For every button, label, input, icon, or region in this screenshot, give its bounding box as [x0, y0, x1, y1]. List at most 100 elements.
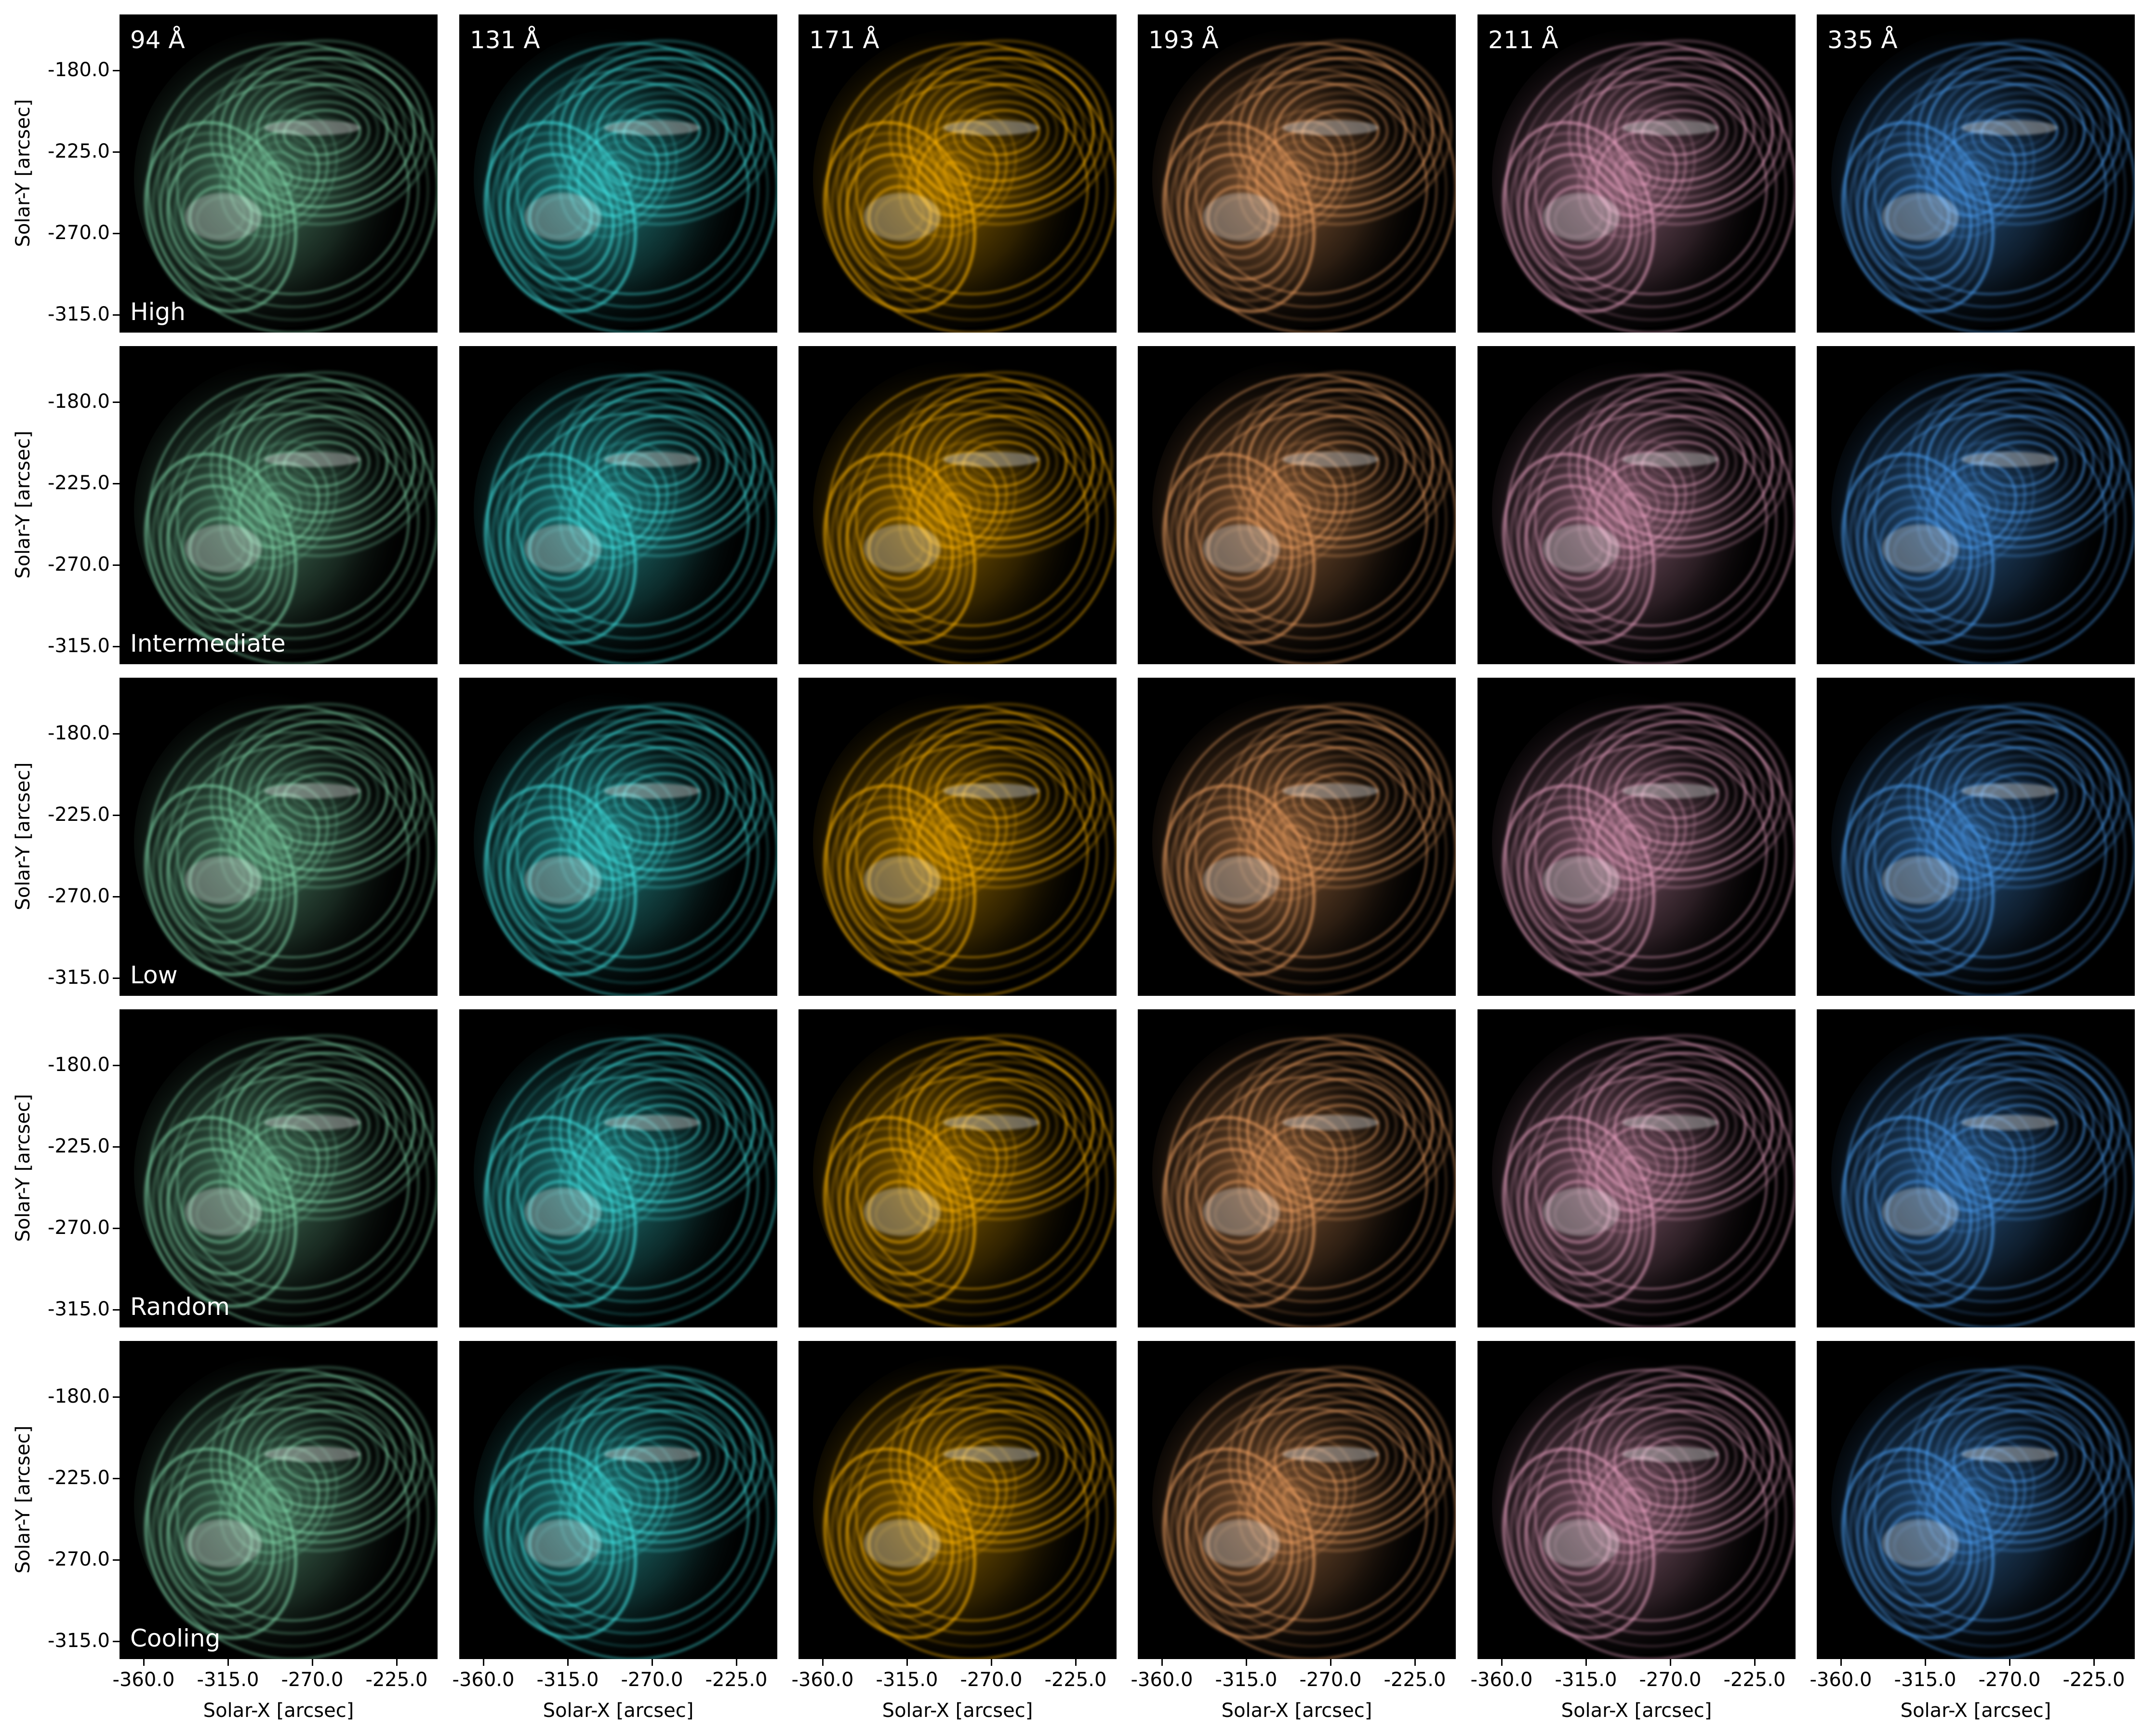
y-tick-label: -315.0 — [48, 303, 110, 325]
coronal-loops-image — [1152, 1355, 1456, 1659]
x-tick-mark — [822, 1659, 824, 1666]
x-axis-label: Solar-X [arcsec] — [543, 1700, 694, 1722]
x-tick-mark — [1585, 1659, 1587, 1666]
coronal-loops-image — [474, 361, 777, 664]
panel-intermediate-193 — [1138, 346, 1456, 664]
y-tick-label: -225.0 — [48, 804, 110, 826]
x-tick-label: -360.0 — [1810, 1669, 1872, 1691]
wavelength-label: 131 Å — [470, 26, 540, 54]
x-tick-mark — [652, 1659, 653, 1666]
x-tick-mark — [396, 1659, 398, 1666]
coronal-loops-image — [474, 692, 777, 996]
coronal-loops-image — [474, 1024, 777, 1327]
panel-cooling-193 — [1138, 1341, 1456, 1659]
x-tick-mark — [1414, 1659, 1416, 1666]
x-tick-mark — [1925, 1659, 1926, 1666]
x-tick-label: -360.0 — [791, 1669, 854, 1691]
y-tick-mark — [113, 1478, 120, 1479]
y-axis-label: Solar-Y [arcsec] — [12, 1425, 34, 1574]
coronal-loops-image — [1152, 692, 1456, 996]
coronal-loops-image — [1152, 1024, 1456, 1327]
panel-random-335 — [1817, 1009, 2135, 1327]
wavelength-label: 335 Å — [1827, 26, 1898, 54]
wavelength-label: 171 Å — [809, 26, 879, 54]
coronal-loops-image — [474, 1355, 777, 1659]
y-tick-label: -315.0 — [48, 1630, 110, 1652]
coronal-loops-image — [474, 29, 777, 333]
x-tick-label: -315.0 — [876, 1669, 938, 1691]
panel-low-171 — [799, 678, 1117, 996]
y-tick-label: -270.0 — [48, 1217, 110, 1239]
x-tick-label: -270.0 — [281, 1669, 344, 1691]
coronal-loops-image — [813, 1024, 1117, 1327]
x-tick-label: -360.0 — [112, 1669, 175, 1691]
panel-intermediate-94: Intermediate — [120, 346, 438, 664]
y-axis-label: Solar-Y [arcsec] — [12, 99, 34, 247]
coronal-loops-image — [134, 29, 438, 333]
coronal-loops-image — [1831, 692, 2135, 996]
panel-low-211 — [1477, 678, 1796, 996]
coronal-loops-image — [134, 1355, 438, 1659]
x-axis-label: Solar-X [arcsec] — [882, 1700, 1033, 1722]
y-tick-mark — [113, 402, 120, 403]
coronal-loops-image — [1831, 361, 2135, 664]
wavelength-label: 193 Å — [1148, 26, 1219, 54]
x-tick-mark — [2009, 1659, 2010, 1666]
x-tick-mark — [1075, 1659, 1077, 1666]
x-tick-label: -315.0 — [1215, 1669, 1278, 1691]
y-tick-mark — [113, 233, 120, 234]
x-axis-label: Solar-X [arcsec] — [1900, 1700, 2051, 1722]
heating-label: Low — [130, 961, 178, 989]
coronal-loops-image — [813, 29, 1117, 333]
coronal-loops-image — [813, 1355, 1117, 1659]
x-tick-label: -360.0 — [1131, 1669, 1193, 1691]
y-tick-mark — [113, 646, 120, 647]
x-tick-label: -225.0 — [365, 1669, 428, 1691]
panel-intermediate-335 — [1817, 346, 2135, 664]
x-tick-mark — [991, 1659, 992, 1666]
y-tick-label: -315.0 — [48, 1298, 110, 1320]
coronal-loops-image — [1831, 1024, 2135, 1327]
y-tick-mark — [113, 483, 120, 484]
x-axis-label: Solar-X [arcsec] — [1561, 1700, 1712, 1722]
y-axis-label: Solar-Y [arcsec] — [12, 430, 34, 579]
panel-low-131 — [459, 678, 777, 996]
y-tick-label: -315.0 — [48, 966, 110, 989]
x-tick-label: -315.0 — [536, 1669, 599, 1691]
y-tick-label: -225.0 — [48, 140, 110, 162]
y-tick-mark — [113, 70, 120, 71]
x-tick-mark — [1161, 1659, 1163, 1666]
panel-low-94: Low — [120, 678, 438, 996]
x-tick-mark — [143, 1659, 145, 1666]
y-axis-label: Solar-Y [arcsec] — [12, 1094, 34, 1242]
panel-high-171: 171 Å — [799, 14, 1117, 333]
y-tick-mark — [113, 1641, 120, 1642]
y-tick-label: -225.0 — [48, 472, 110, 494]
x-tick-mark — [1670, 1659, 1671, 1666]
panel-random-211 — [1477, 1009, 1796, 1327]
x-tick-mark — [1246, 1659, 1247, 1666]
y-tick-label: -270.0 — [48, 885, 110, 907]
y-tick-label: -270.0 — [48, 1548, 110, 1570]
y-tick-mark — [113, 1309, 120, 1311]
x-tick-label: -225.0 — [705, 1669, 768, 1691]
y-tick-mark — [113, 896, 120, 897]
x-tick-mark — [1330, 1659, 1331, 1666]
coronal-loops-image — [1492, 361, 1796, 664]
y-tick-label: -225.0 — [48, 1135, 110, 1157]
heating-label: Intermediate — [130, 630, 286, 657]
heating-label: Random — [130, 1293, 230, 1321]
x-tick-mark — [1501, 1659, 1503, 1666]
x-tick-mark — [2093, 1659, 2095, 1666]
x-tick-mark — [1840, 1659, 1842, 1666]
x-tick-mark — [483, 1659, 484, 1666]
y-tick-label: -180.0 — [48, 59, 110, 81]
y-tick-mark — [113, 314, 120, 316]
x-axis-label: Solar-X [arcsec] — [1221, 1700, 1372, 1722]
y-tick-mark — [113, 978, 120, 979]
panel-random-193 — [1138, 1009, 1456, 1327]
x-tick-label: -270.0 — [1639, 1669, 1702, 1691]
panel-random-131 — [459, 1009, 777, 1327]
x-tick-mark — [312, 1659, 313, 1666]
